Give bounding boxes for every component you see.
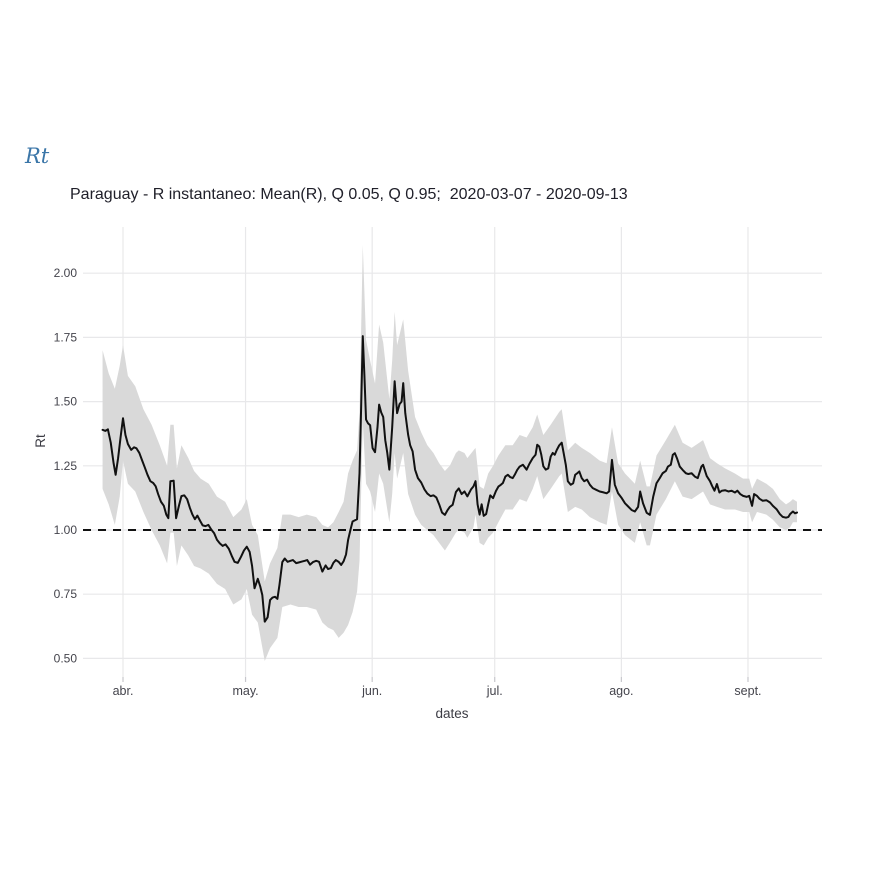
y-tick-label: 1.75 — [54, 330, 78, 344]
x-tick-label: jul. — [486, 684, 503, 698]
y-tick-label: 2.00 — [54, 266, 78, 280]
x-axis-title: dates — [435, 706, 469, 721]
y-tick-label: 0.75 — [54, 587, 78, 601]
x-tick-label: jun. — [361, 684, 382, 698]
x-tick-label: sept. — [734, 684, 761, 698]
x-tick-label: may. — [232, 684, 258, 698]
x-tick-label: abr. — [113, 684, 134, 698]
y-tick-label: 1.25 — [54, 459, 78, 473]
y-tick-label: 1.00 — [54, 523, 78, 537]
y-tick-label: 0.50 — [54, 651, 78, 665]
page-header-rt: Rt — [25, 144, 50, 168]
confidence-band — [102, 244, 798, 661]
mean-rt-line — [101, 335, 799, 623]
y-tick-label: 1.50 — [54, 395, 78, 409]
chart-title: Paraguay - R instantaneo: Mean(R), Q 0.0… — [70, 186, 628, 203]
x-tick-label: ago. — [609, 684, 633, 698]
